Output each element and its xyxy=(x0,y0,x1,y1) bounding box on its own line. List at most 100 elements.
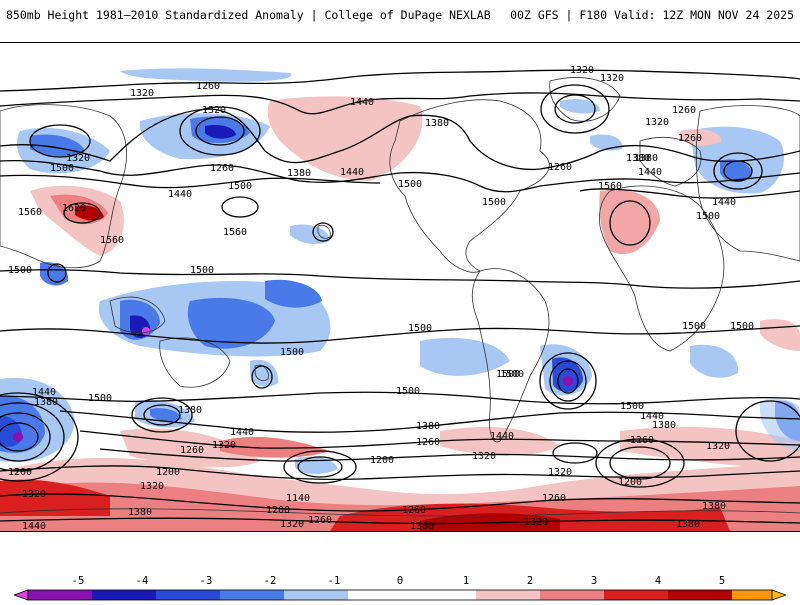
contour-label: 1440 xyxy=(168,189,192,200)
contour-label: 1440 xyxy=(712,197,736,208)
contour-label: 1500 xyxy=(50,163,74,174)
anomaly-region xyxy=(290,224,330,244)
contour-line xyxy=(0,493,800,512)
colorbar-segment xyxy=(348,590,476,600)
anomaly-region xyxy=(0,479,110,516)
colorbar-segment xyxy=(540,590,604,600)
contour-line xyxy=(79,430,800,449)
contour-label: 1320 xyxy=(212,440,236,451)
contour-line xyxy=(0,174,381,189)
contour-line xyxy=(554,94,596,124)
colorbar-segment xyxy=(220,590,284,600)
coastline xyxy=(0,508,800,517)
contour-label: 1440 xyxy=(32,387,56,398)
contour-label: 1500 xyxy=(190,265,214,276)
anomaly-region xyxy=(75,205,104,221)
colorbar-tick-label: 0 xyxy=(396,575,404,587)
contour-line xyxy=(59,410,800,433)
colorbar-segment xyxy=(284,590,348,600)
anomaly-region xyxy=(40,262,69,286)
contour-line xyxy=(131,397,193,433)
contour-label: 1320 xyxy=(524,517,548,528)
contour-label: 1620 xyxy=(62,203,86,214)
contour-label: 1260 xyxy=(678,133,702,144)
contour-label: 1500 xyxy=(408,323,432,334)
anomaly-region xyxy=(590,134,623,151)
contour-line xyxy=(179,106,261,156)
contour-line xyxy=(540,84,610,134)
contour-label: 1380 xyxy=(626,153,650,164)
contour-label: 1260 xyxy=(416,437,440,448)
contour-label: 1320 xyxy=(130,88,154,99)
anomaly-region xyxy=(150,408,182,422)
contour-label: 1320 xyxy=(472,451,496,462)
contour-line xyxy=(47,263,67,283)
contour-label: 1440 xyxy=(340,167,364,178)
contour-label: 1500 xyxy=(228,181,252,192)
contour-label: 1500 xyxy=(482,197,506,208)
contour-label: 1380 xyxy=(425,118,449,129)
anomaly-region xyxy=(142,327,150,335)
contour-line xyxy=(723,160,753,182)
anomaly-map: 1260 1320 1320 1440 1380 1320 1260 1320 … xyxy=(0,65,800,531)
colorbar-graphic xyxy=(12,589,788,601)
contour-label: 1500 xyxy=(398,179,422,190)
contour-label: 1440 xyxy=(640,411,664,422)
coastline xyxy=(639,136,702,187)
height-contours xyxy=(0,69,800,525)
coastline xyxy=(317,224,331,239)
colorbar-segment xyxy=(732,590,772,600)
anomaly-region xyxy=(760,399,800,451)
contour-label: 1500 xyxy=(8,265,32,276)
contour-label: 1500 xyxy=(682,321,706,332)
contour-label: 1500 xyxy=(396,386,420,397)
contour-line xyxy=(297,456,343,478)
contour-label: 1260 xyxy=(630,435,654,446)
contour-label: 1440 xyxy=(230,427,254,438)
colorbar-tick-label: -5 xyxy=(71,575,85,587)
coastlines xyxy=(0,77,800,517)
contour-label: 1260 xyxy=(672,105,696,116)
contour-label: 1320 xyxy=(600,73,624,84)
contour-label: 1320 xyxy=(706,441,730,452)
contour-label: 1260 xyxy=(542,493,566,504)
contour-line xyxy=(283,450,357,484)
contour-label: 1320 xyxy=(22,489,46,500)
contour-label: 1380 xyxy=(634,153,658,164)
colorbar xyxy=(12,586,788,601)
anomaly-region xyxy=(620,426,800,471)
anomaly-region xyxy=(13,432,23,442)
coastline xyxy=(599,185,725,352)
map-title: 850mb Height 1981–2010 Standardized Anom… xyxy=(6,8,491,22)
contour-label: 1560 xyxy=(18,207,42,218)
coastline xyxy=(549,77,621,122)
anomaly-region xyxy=(205,125,236,139)
contour-label: 1380 xyxy=(652,420,676,431)
contour-label: 1200 xyxy=(156,467,180,478)
anomaly-region xyxy=(563,376,573,386)
coastline xyxy=(471,268,550,443)
contour-line xyxy=(595,438,685,488)
anomaly-region xyxy=(187,297,275,349)
anomaly-region xyxy=(120,428,260,468)
contour-line xyxy=(0,402,65,472)
contour-line xyxy=(539,352,597,410)
contour-label: 1380 xyxy=(410,521,434,531)
colorbar-segment xyxy=(28,590,92,600)
contour-label: 1500 xyxy=(496,369,520,380)
contour-line xyxy=(251,365,273,389)
contour-label: 1260 xyxy=(402,505,426,516)
coastline xyxy=(695,105,800,262)
contour-line xyxy=(29,124,91,158)
contour-label: 1440 xyxy=(638,167,662,178)
contour-line xyxy=(0,325,800,344)
contour-label: 1380 xyxy=(178,405,202,416)
colorbar-tick-label: -3 xyxy=(199,575,213,587)
contour-labels: 1260 1320 1320 1440 1380 1320 1260 1320 … xyxy=(8,65,754,531)
contour-label: 1320 xyxy=(645,117,669,128)
colorbar-segment xyxy=(156,590,220,600)
colorbar-tick-label: -2 xyxy=(263,575,277,587)
contour-line xyxy=(312,222,334,242)
contour-label: 1380 xyxy=(702,501,726,512)
contour-label: 1560 xyxy=(100,235,124,246)
